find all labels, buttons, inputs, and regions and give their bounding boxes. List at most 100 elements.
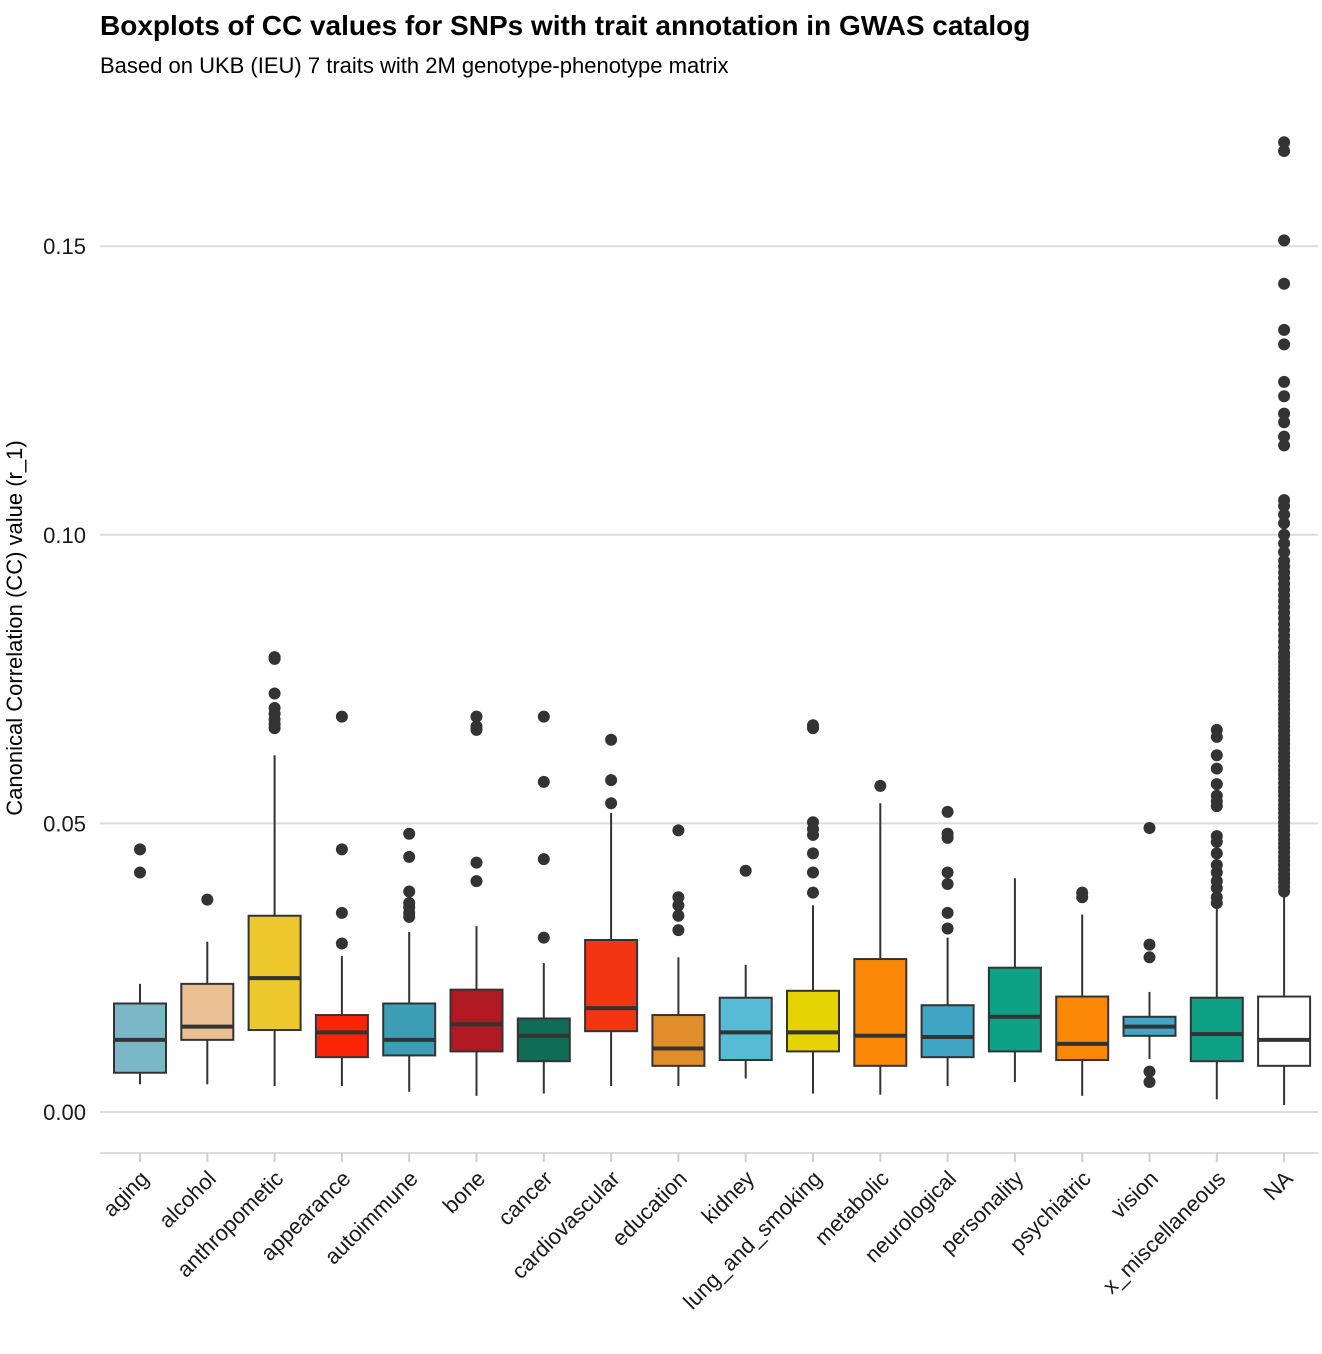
box-iqr xyxy=(718,996,773,1062)
outlier-point xyxy=(1278,439,1291,452)
outlier-point xyxy=(1210,723,1223,736)
x-tick-label: kidney xyxy=(697,1166,760,1229)
box-appearance xyxy=(314,710,369,1087)
outlier-point xyxy=(1210,762,1223,775)
outlier-point xyxy=(201,893,214,906)
outlier-point xyxy=(403,850,416,863)
outlier-point xyxy=(470,875,483,888)
box-iqr xyxy=(1055,995,1110,1062)
outlier-point xyxy=(605,797,618,810)
outlier-point xyxy=(807,816,819,829)
outlier-point xyxy=(335,937,348,950)
outlier-point xyxy=(1210,749,1223,762)
outlier-point xyxy=(672,824,685,837)
box-anthropometic xyxy=(247,651,302,1087)
box-personality xyxy=(987,878,1042,1082)
box-iqr xyxy=(853,958,908,1067)
box-iqr xyxy=(920,1004,975,1059)
box-iqr xyxy=(180,982,235,1041)
outlier-point xyxy=(335,906,348,919)
outlier-point xyxy=(672,909,685,922)
outlier-point xyxy=(1278,323,1291,336)
box-iqr xyxy=(1189,996,1244,1063)
outlier-point xyxy=(941,805,954,818)
outlier-point xyxy=(807,866,819,879)
box-iqr xyxy=(651,1014,706,1067)
box-aging xyxy=(113,843,167,1085)
outlier-point xyxy=(403,827,416,840)
outlier-point xyxy=(807,847,819,860)
box-psychiatric xyxy=(1055,886,1110,1096)
x-tick-label: NA xyxy=(1258,1166,1298,1206)
outlier-point xyxy=(1278,517,1291,530)
outlier-point xyxy=(1278,508,1291,521)
outlier-point xyxy=(1210,891,1223,904)
outlier-point xyxy=(605,733,618,746)
outlier-point xyxy=(807,886,819,899)
outlier-point xyxy=(739,864,752,877)
box-iqr xyxy=(314,1014,369,1059)
outlier-point xyxy=(1278,494,1291,507)
box-cardiovascular xyxy=(584,733,639,1087)
box-iqr xyxy=(247,914,302,1032)
outlier-point xyxy=(1278,144,1291,157)
outlier-point xyxy=(537,931,550,944)
box-autoimmune xyxy=(382,827,437,1092)
outlier-point xyxy=(1143,822,1156,835)
outlier-point xyxy=(1210,847,1223,860)
outlier-point xyxy=(874,779,887,792)
box-cancer xyxy=(516,710,571,1094)
outlier-point xyxy=(1210,858,1223,871)
outlier-point xyxy=(1278,234,1291,247)
grid-lines xyxy=(100,245,1318,1113)
outlier-point xyxy=(1210,778,1223,791)
y-tick-label: 0.15 xyxy=(43,234,86,259)
outlier-point xyxy=(1143,938,1156,951)
outlier-point xyxy=(941,878,954,891)
outlier-point xyxy=(1278,430,1291,443)
box-education xyxy=(651,824,706,1087)
y-axis-label: Canonical Correlation (CC) value (r_1) xyxy=(2,440,27,815)
y-tick-label: 0.10 xyxy=(43,523,86,548)
box-neurological xyxy=(920,805,975,1087)
outlier-point xyxy=(134,866,146,879)
box-iqr xyxy=(382,1002,437,1057)
outlier-point xyxy=(1210,875,1223,888)
outlier-point xyxy=(807,719,819,732)
box-iqr xyxy=(1257,995,1312,1067)
outlier-point xyxy=(605,774,618,787)
box-iqr xyxy=(987,966,1042,1053)
box-iqr xyxy=(584,938,639,1033)
outlier-point xyxy=(134,843,146,856)
y-tick-label: 0.00 xyxy=(43,1100,86,1125)
outlier-point xyxy=(1076,886,1089,899)
outlier-point xyxy=(537,775,550,788)
outlier-point xyxy=(537,710,550,723)
box-vision xyxy=(1122,822,1177,1088)
outlier-point xyxy=(1278,416,1291,429)
outlier-point xyxy=(268,651,281,664)
outlier-point xyxy=(403,885,416,898)
outlier-point xyxy=(537,853,550,866)
chart-subtitle: Based on UKB (IEU) 7 traits with 2M geno… xyxy=(100,53,729,78)
box-metabolic xyxy=(853,779,908,1095)
outlier-point xyxy=(1278,554,1291,567)
box-bone xyxy=(449,710,504,1096)
x-tick-label: alcohol xyxy=(154,1166,221,1233)
outlier-point xyxy=(1278,390,1291,403)
outlier-point xyxy=(1210,830,1223,843)
outlier-point xyxy=(403,897,416,910)
outlier-point xyxy=(470,710,483,723)
box-kidney xyxy=(718,864,773,1079)
outlier-point xyxy=(1278,537,1291,550)
outlier-point xyxy=(941,922,954,935)
outlier-point xyxy=(941,827,954,840)
outlier-point xyxy=(1143,1075,1156,1088)
outlier-point xyxy=(1143,1065,1156,1078)
outlier-point xyxy=(1278,375,1291,388)
box-iqr xyxy=(516,1017,571,1063)
outlier-point xyxy=(268,687,281,700)
x-tick-label: x_miscellaneous xyxy=(1098,1166,1231,1299)
